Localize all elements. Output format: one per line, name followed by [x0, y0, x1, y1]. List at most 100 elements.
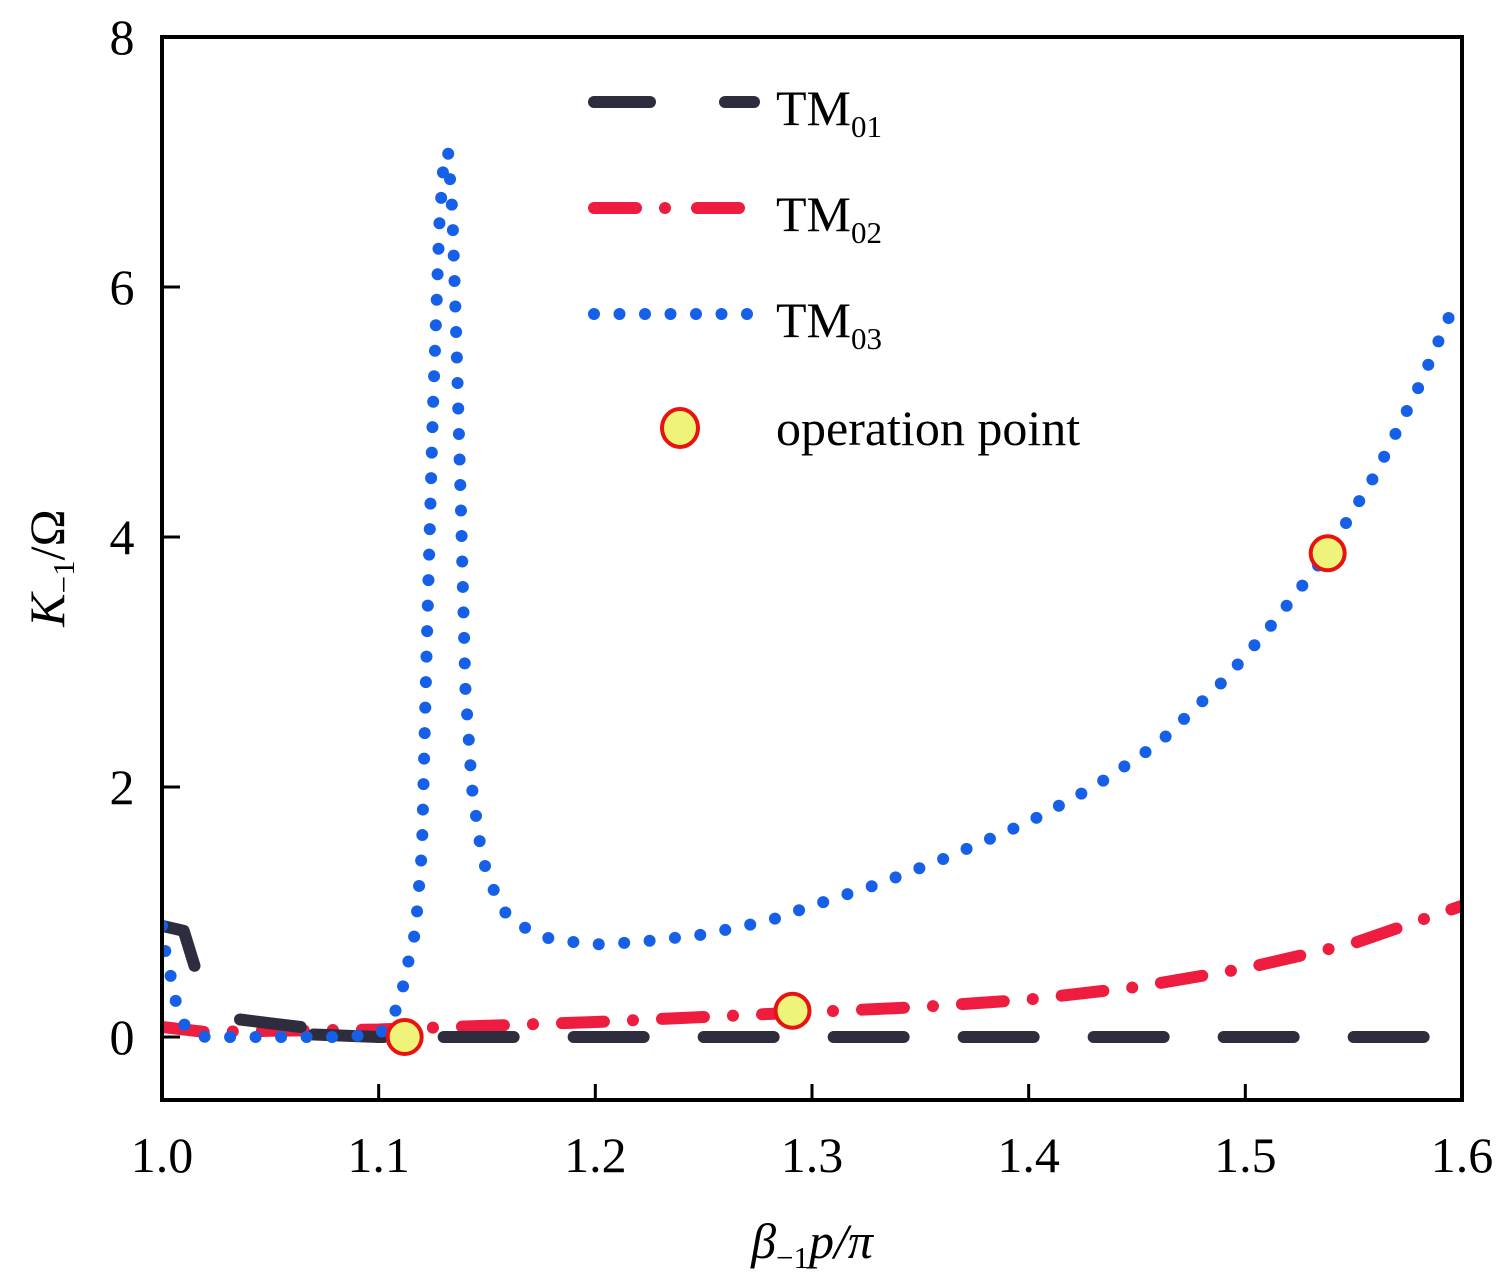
- tm03-point: [411, 905, 424, 918]
- tm03-point: [567, 935, 580, 948]
- tm03-point: [421, 599, 434, 612]
- y-tick-label: 2: [110, 759, 135, 815]
- tm03-point: [428, 370, 441, 383]
- tm03-point: [1214, 677, 1227, 690]
- tm03-point: [451, 377, 464, 390]
- tm03-point: [1422, 358, 1435, 371]
- ticks-layer: [160, 285, 1464, 1100]
- tm03-point: [458, 657, 471, 670]
- legend-tm03-dot: [639, 308, 651, 320]
- y-tick-label: 6: [110, 259, 135, 315]
- tm03-point: [275, 1031, 288, 1043]
- tm03-point: [1296, 579, 1309, 592]
- tm03-point: [454, 504, 467, 517]
- tm03-point: [1196, 695, 1209, 708]
- tm03-point: [453, 453, 466, 466]
- legend-tm03-dot: [741, 308, 753, 320]
- x-tick-label: 1.1: [347, 1127, 410, 1183]
- tm03-point: [420, 650, 433, 663]
- operation-point-marker: [1308, 534, 1347, 573]
- tm03-point: [1389, 427, 1402, 440]
- tm03-point: [375, 1025, 388, 1038]
- series-tm03-dots: [162, 147, 1455, 1043]
- tm03-point: [435, 191, 448, 204]
- tm03-point: [446, 224, 459, 237]
- tm03-point: [418, 727, 431, 740]
- tm03-point: [643, 934, 656, 947]
- tm03-point: [983, 832, 996, 845]
- tm03-point: [1378, 450, 1391, 463]
- legend-tm03-dot: [664, 308, 677, 320]
- x-axis-title-sub: −1: [776, 1240, 809, 1275]
- tm03-point: [618, 936, 631, 949]
- tm03-point: [421, 625, 434, 638]
- legend-tm03-dot: [715, 308, 728, 320]
- tm03-point: [592, 938, 605, 951]
- tm03-point: [326, 1031, 339, 1043]
- tm03-point: [418, 752, 431, 765]
- tm03-point: [1139, 746, 1152, 759]
- tm03-point: [817, 896, 830, 909]
- operation-points-layer: [385, 534, 1347, 1056]
- y-axis-title-main: K: [19, 591, 75, 628]
- tm03-point: [464, 759, 477, 772]
- series-tm02-line: [162, 899, 1462, 1038]
- tm03-point: [960, 842, 973, 855]
- tm03-point: [425, 446, 438, 459]
- tm03-point: [419, 701, 432, 714]
- tm03-point: [424, 497, 437, 510]
- operation-point-marker: [773, 991, 812, 1030]
- tm03-point: [457, 606, 470, 619]
- tm03-point: [455, 529, 468, 542]
- tm03-point: [198, 1030, 211, 1043]
- tm03-point: [402, 955, 415, 968]
- tm03-point: [448, 275, 461, 288]
- tm03-point: [442, 147, 455, 160]
- x-tick-label: 1.2: [564, 1127, 627, 1183]
- tm03-point: [479, 860, 492, 873]
- tm03-point: [417, 778, 430, 791]
- legend-tm03-dot: [613, 308, 626, 320]
- tm03-point: [431, 268, 444, 281]
- series-tm01-segment: [234, 1013, 307, 1033]
- tm03-point: [1075, 787, 1088, 800]
- legend-label-operation-point: operation point: [776, 400, 1080, 456]
- tm03-point: [889, 871, 902, 884]
- tm03-point: [419, 676, 432, 689]
- tm03-point: [542, 932, 555, 945]
- tm03-point: [1280, 599, 1293, 612]
- series-tm01-segment: [162, 919, 201, 972]
- tm03-point: [1264, 619, 1277, 632]
- tm03-point: [445, 198, 458, 211]
- tm03-point: [470, 809, 483, 822]
- tick-labels-layer: 1.0 1.1 1.2 1.3 1.4 1.5 1.6 0 2 4 6 8: [110, 9, 1494, 1183]
- legend-tm03-dot: [588, 308, 600, 320]
- tm03-point: [466, 784, 479, 797]
- tm03-point: [668, 931, 681, 944]
- tm03-point: [452, 427, 465, 440]
- tm03-point: [415, 854, 428, 867]
- tm03-point: [487, 883, 500, 896]
- tm03-point: [413, 879, 426, 892]
- tm03-point: [224, 1031, 237, 1043]
- tm03-point: [1366, 473, 1379, 486]
- tm03-point: [1030, 811, 1043, 824]
- tm03-point: [447, 249, 460, 262]
- tm03-point: [397, 980, 410, 993]
- tm03-point: [768, 912, 781, 925]
- tm03-point: [389, 1004, 402, 1017]
- tm03-point: [423, 523, 436, 536]
- tm03-point: [450, 351, 463, 364]
- tm03-point: [427, 395, 440, 408]
- y-tick-label: 8: [110, 9, 135, 65]
- legend-tm03-dot: [690, 308, 702, 320]
- x-tick-label: 1.0: [131, 1127, 194, 1183]
- tm03-point: [865, 880, 878, 893]
- tm03-point: [452, 402, 465, 415]
- tm03-point: [423, 548, 436, 561]
- tm03-point: [1097, 774, 1110, 787]
- tm03-point: [162, 945, 172, 958]
- y-axis-title-rest: /Ω: [19, 509, 75, 560]
- operation-point-marker: [385, 1018, 424, 1056]
